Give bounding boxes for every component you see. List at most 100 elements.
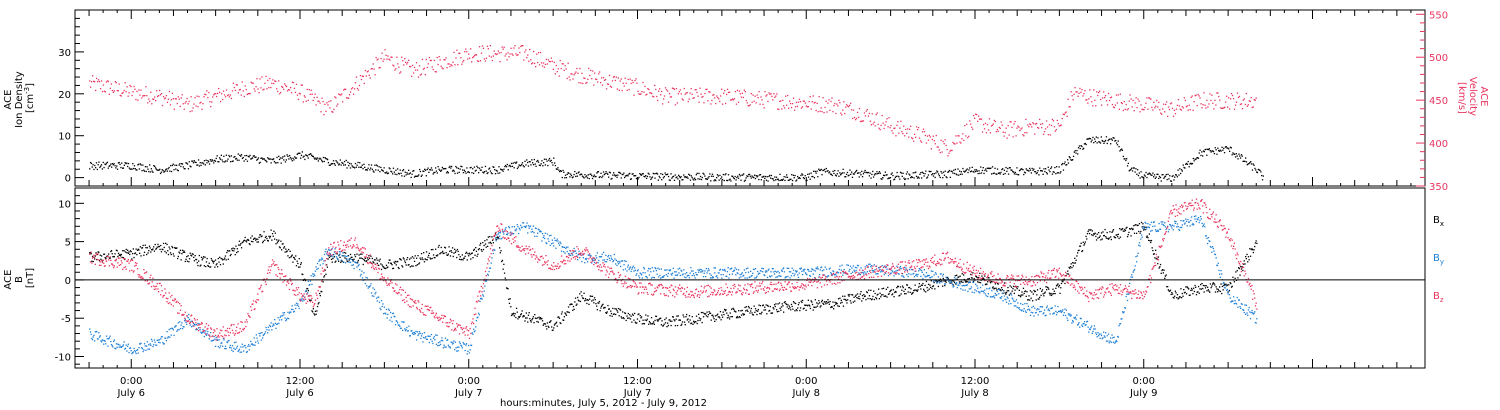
- bx-point: [984, 275, 986, 277]
- bx-point: [695, 315, 698, 317]
- bx-point: [438, 244, 440, 247]
- bx-point: [898, 295, 900, 297]
- bx-point: [245, 240, 247, 242]
- bx-point: [914, 284, 916, 286]
- by-point: [431, 340, 433, 342]
- bx-point: [769, 309, 771, 312]
- bx-point: [1200, 283, 1202, 286]
- density-point: [284, 161, 287, 163]
- bx-point: [1128, 231, 1130, 234]
- density-point: [396, 173, 398, 176]
- bx-point: [267, 239, 269, 242]
- by-point: [397, 324, 399, 326]
- bx-point: [1065, 275, 1067, 277]
- bx-point: [717, 313, 719, 315]
- bx-point: [722, 311, 724, 313]
- velocity-point: [880, 124, 882, 126]
- velocity-point: [1147, 108, 1149, 110]
- density-point: [284, 155, 286, 157]
- density-point: [490, 172, 492, 174]
- density-point: [535, 165, 537, 167]
- velocity-point: [377, 58, 379, 60]
- density-point: [338, 164, 340, 166]
- bx-point: [290, 256, 292, 258]
- bx-point: [312, 311, 314, 313]
- velocity-point: [1099, 90, 1101, 92]
- velocity-point: [755, 102, 757, 104]
- velocity-point: [111, 89, 113, 92]
- velocity-point: [133, 85, 135, 88]
- bx-point: [234, 254, 236, 256]
- velocity-point: [240, 94, 242, 96]
- bx-point: [285, 248, 287, 250]
- bx-point: [919, 285, 921, 287]
- bx-point: [1193, 287, 1195, 289]
- bx-point: [634, 321, 636, 323]
- density-point: [734, 175, 736, 178]
- by-point: [515, 228, 518, 230]
- bx-point: [907, 291, 909, 293]
- density-point: [528, 161, 530, 163]
- velocity-point: [1238, 95, 1241, 98]
- density-point: [1042, 173, 1044, 175]
- velocity-point: [602, 77, 605, 79]
- bx-point: [99, 254, 101, 256]
- bx-point: [714, 315, 717, 317]
- density-point: [574, 170, 576, 173]
- velocity-point: [772, 99, 774, 101]
- density-point: [659, 177, 661, 179]
- density-point: [126, 162, 128, 164]
- density-point: [488, 168, 490, 170]
- density-point: [321, 161, 324, 163]
- by-point: [147, 348, 149, 350]
- density-point: [184, 168, 186, 170]
- bx-point: [668, 319, 670, 321]
- velocity-point: [1063, 114, 1065, 116]
- density-point: [964, 171, 966, 173]
- density-point: [813, 177, 816, 179]
- by-point: [447, 339, 449, 341]
- by-point: [243, 350, 245, 352]
- bx-point: [811, 303, 814, 306]
- density-point: [965, 169, 967, 171]
- density-point: [441, 166, 443, 169]
- bx-point: [439, 253, 441, 255]
- velocity-point: [877, 123, 879, 126]
- bx-point: [399, 258, 401, 260]
- density-point: [790, 178, 792, 180]
- by-point: [420, 337, 422, 340]
- by-point: [371, 292, 373, 294]
- velocity-point: [435, 71, 437, 73]
- density-point: [181, 163, 184, 165]
- velocity-point: [615, 76, 617, 78]
- by-point: [310, 275, 312, 277]
- density-point: [781, 179, 784, 181]
- velocity-point: [640, 93, 642, 95]
- bx-point: [189, 252, 191, 254]
- velocity-point: [970, 123, 972, 125]
- density-point: [1030, 172, 1032, 174]
- density-point: [1225, 146, 1227, 148]
- velocity-point: [421, 58, 424, 61]
- bx-point: [1036, 294, 1038, 296]
- by-point: [89, 328, 91, 330]
- bx-point: [1084, 243, 1086, 245]
- by-point: [408, 325, 410, 327]
- density-point: [568, 172, 570, 175]
- density-point: [674, 174, 676, 176]
- bx-point: [320, 290, 322, 293]
- bx-point: [1203, 291, 1205, 293]
- density-point: [394, 173, 396, 175]
- velocity-point: [547, 59, 550, 61]
- bx-point: [932, 285, 935, 287]
- density-point: [581, 175, 584, 177]
- by-point: [275, 327, 277, 329]
- velocity-point: [662, 103, 664, 105]
- bx-point: [639, 315, 641, 317]
- bx-point: [499, 247, 501, 249]
- velocity-point: [504, 55, 506, 57]
- velocity-point: [124, 82, 126, 84]
- velocity-point: [951, 149, 953, 152]
- velocity-point: [132, 91, 134, 93]
